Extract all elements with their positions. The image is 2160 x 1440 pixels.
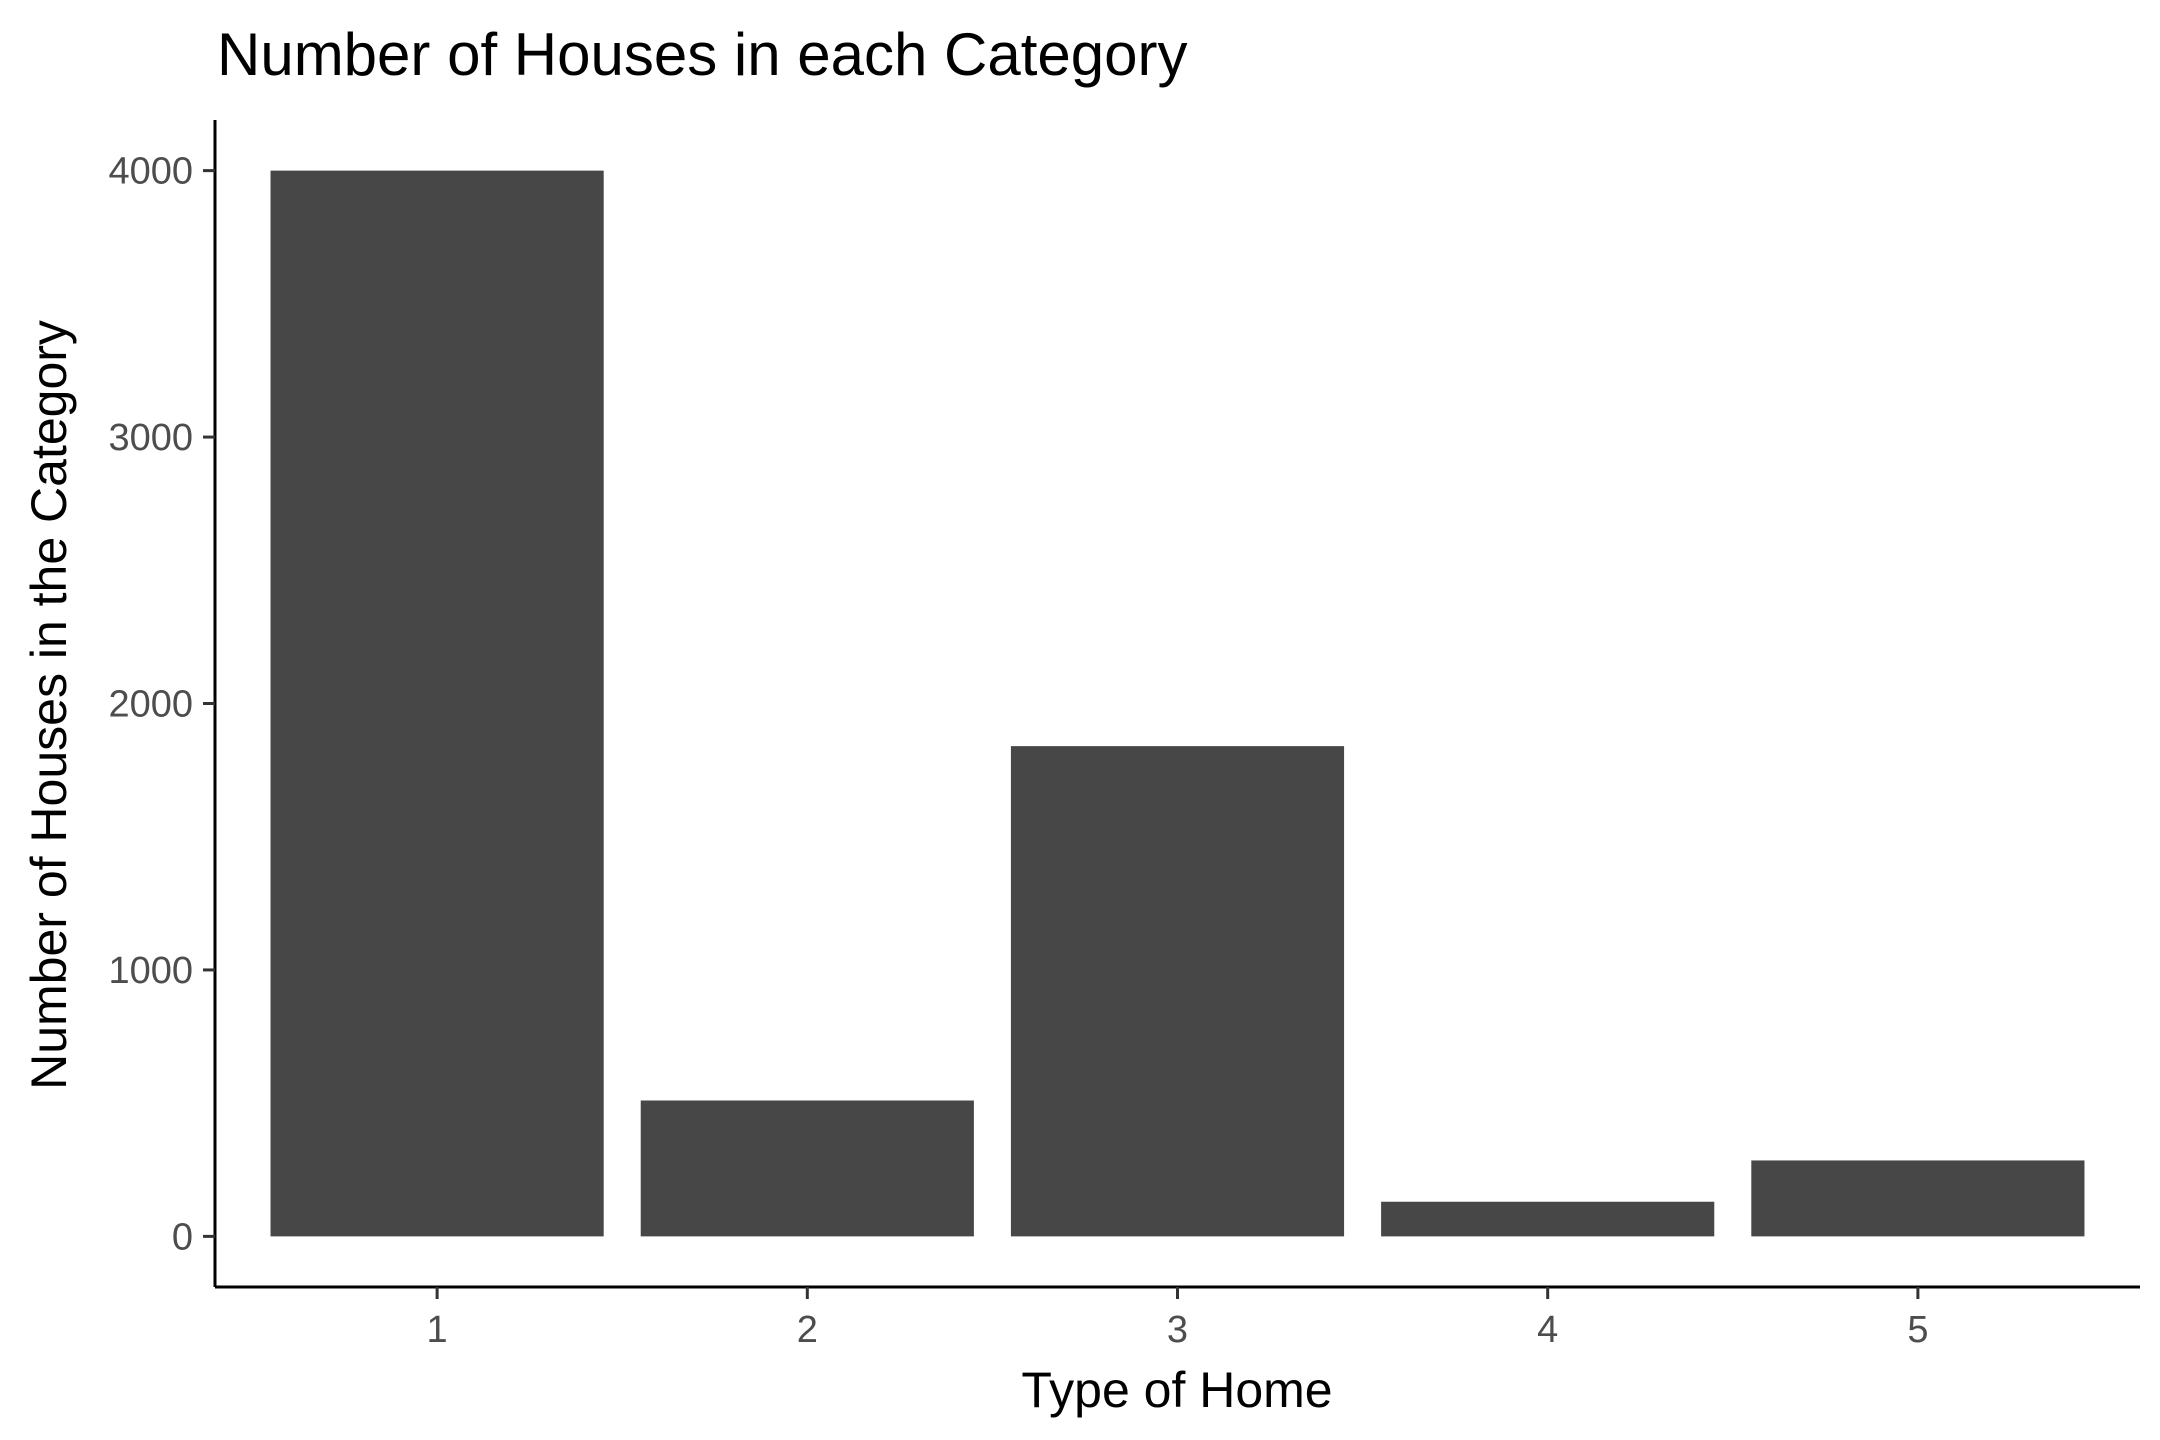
- x-tick-label: 1: [427, 1309, 448, 1351]
- x-tick-label: 2: [797, 1309, 818, 1351]
- chart-title: Number of Houses in each Category: [217, 21, 1188, 88]
- x-axis-label: Type of Home: [1021, 1362, 1332, 1418]
- y-tick-label: 1000: [108, 950, 193, 992]
- y-tick-label: 2000: [108, 684, 193, 726]
- bars-group: [270, 170, 2085, 1237]
- bar-4: [1381, 1201, 1715, 1237]
- y-tick-label: 0: [172, 1216, 193, 1258]
- y-tick-label: 3000: [108, 417, 193, 459]
- y-axis-label: Number of Houses in the Category: [21, 320, 77, 1090]
- bar-3: [1010, 746, 1345, 1237]
- bar-1: [270, 170, 604, 1237]
- x-tick-label: 4: [1537, 1309, 1558, 1351]
- bar-2: [640, 1100, 974, 1237]
- y-tick-label: 4000: [108, 151, 193, 193]
- bar-5: [1751, 1160, 2085, 1237]
- x-tick-label: 5: [1907, 1309, 1928, 1351]
- x-tick-label: 3: [1167, 1309, 1188, 1351]
- x-ticks-group: 1 2 3 4 5: [427, 1287, 1928, 1351]
- y-ticks-group: 0 1000 2000 3000 4000: [108, 151, 215, 1258]
